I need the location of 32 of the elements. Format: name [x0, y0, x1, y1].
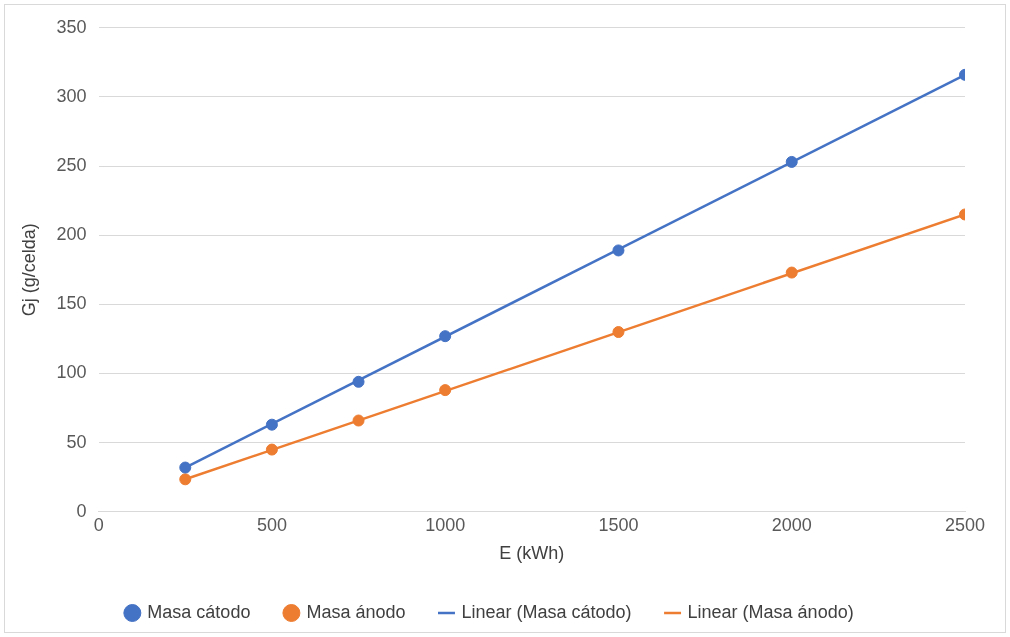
x-axis-title: E (kWh) [499, 543, 565, 564]
x-tick-label: 500 [256, 514, 287, 535]
point [265, 443, 278, 456]
point [352, 414, 365, 427]
y-tick-label: 0 [76, 500, 87, 521]
y-tick-label: 200 [56, 224, 87, 245]
legend-label: Linear (Masa cátodo) [461, 601, 632, 622]
y-tick-label: 250 [56, 155, 87, 176]
y-tick-label: 50 [66, 431, 87, 452]
point [785, 155, 798, 168]
point [785, 266, 798, 279]
x-tick-label: 1000 [425, 514, 466, 535]
point [179, 461, 192, 474]
point [612, 326, 625, 339]
x-tick-label: 2000 [771, 514, 812, 535]
x-tick-label: 0 [93, 514, 104, 535]
point [265, 418, 278, 431]
y-tick-label: 150 [56, 293, 87, 314]
point [439, 330, 452, 343]
y-tick-label: 100 [56, 362, 87, 383]
y-tick-label: 350 [56, 16, 87, 37]
point [179, 473, 192, 486]
x-tick-label: 2500 [944, 514, 986, 535]
point [352, 375, 365, 388]
y-axis-title: Gj (g/celda) [18, 223, 39, 317]
point [612, 244, 625, 257]
legend-label: Linear (Masa ánodo) [687, 601, 854, 622]
legend-label: Masa cátodo [147, 601, 251, 622]
x-tick-label: 1500 [598, 514, 639, 535]
y-tick-label: 300 [56, 85, 87, 106]
legend-label: Masa ánodo [306, 601, 406, 622]
point [439, 384, 452, 397]
